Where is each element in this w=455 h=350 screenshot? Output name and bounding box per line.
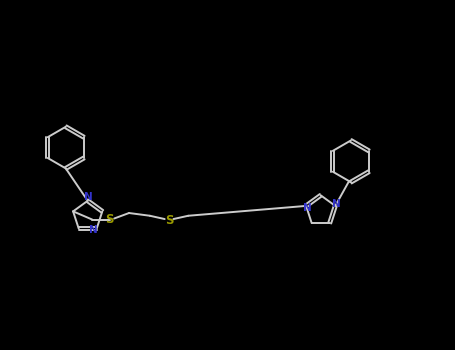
Text: N: N (89, 225, 98, 235)
Text: N: N (303, 203, 312, 212)
Text: N: N (85, 193, 93, 203)
Text: S: S (106, 213, 114, 226)
Text: S: S (165, 214, 173, 227)
Text: N: N (332, 199, 341, 209)
